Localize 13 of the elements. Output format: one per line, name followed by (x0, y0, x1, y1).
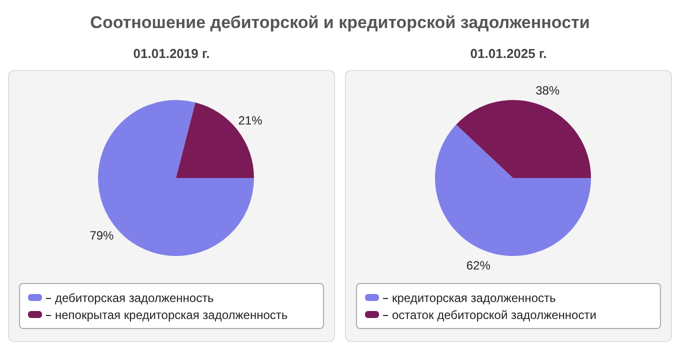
data-label: 21% (238, 113, 263, 128)
legend-label: остаток дебиторской задолженности (383, 308, 596, 322)
pie-slice (456, 100, 591, 178)
data-label: 62% (466, 258, 491, 272)
legend-label: дебиторская задолженность (46, 290, 214, 304)
chart-subtitle: 01.01.2019 г. (132, 46, 211, 63)
data-label: 38% (536, 84, 560, 98)
data-label: 79% (90, 228, 114, 243)
chart-title: Соотношение дебиторской и кредиторской задолженности (89, 12, 591, 34)
chart-subtitle: 01.01.2025 г. (469, 46, 548, 63)
legend-label: кредиторская задолженность (383, 290, 556, 304)
legend-label: непокрытая кредиторская задолженность (46, 308, 288, 322)
pie-slice (435, 124, 591, 256)
